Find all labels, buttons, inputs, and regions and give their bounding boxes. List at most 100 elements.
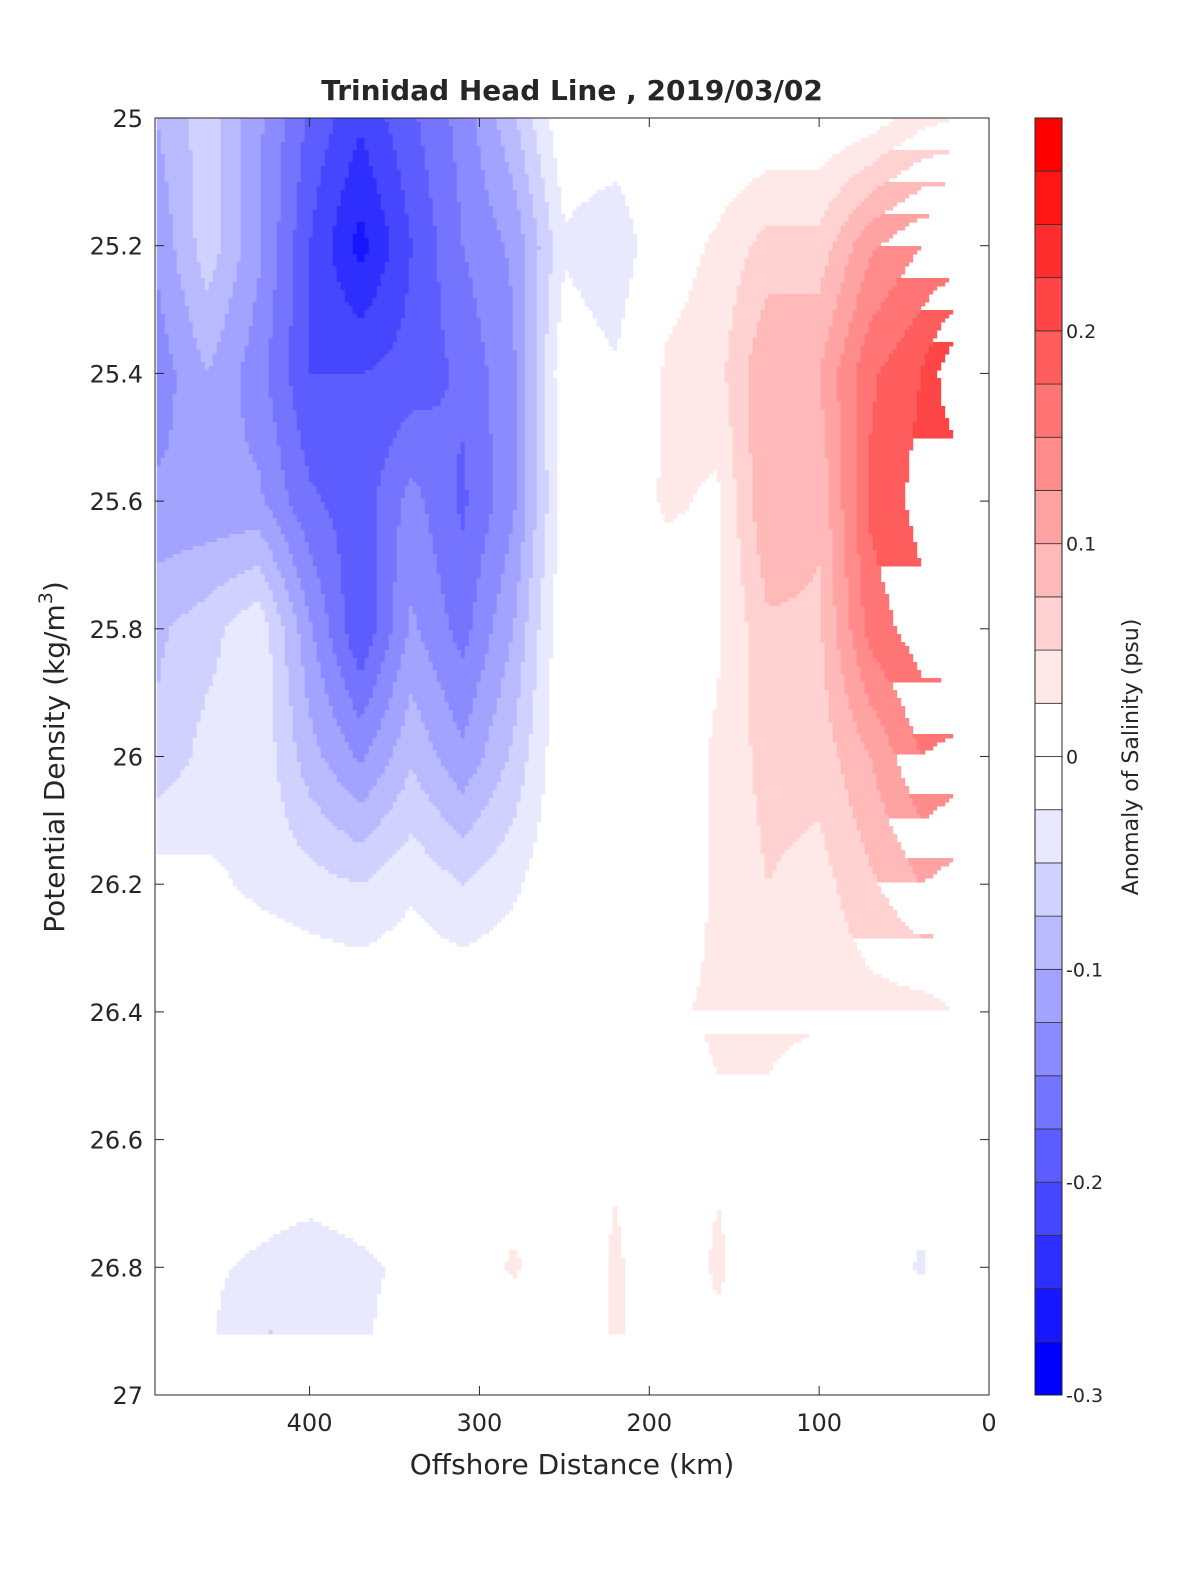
contour-band-cell bbox=[340, 286, 378, 291]
contour-band-cell bbox=[156, 434, 170, 439]
contour-band-cell bbox=[300, 166, 322, 171]
contour-band-cell bbox=[240, 210, 262, 215]
contour-band-cell bbox=[852, 210, 886, 215]
contour-band-cell bbox=[372, 174, 402, 179]
contour-band-cell bbox=[720, 670, 750, 675]
contour-band-cell bbox=[548, 298, 562, 303]
contour-band-cell bbox=[524, 654, 538, 659]
contour-band-cell bbox=[300, 526, 334, 531]
contour-band-cell bbox=[324, 690, 350, 695]
contour-band-cell bbox=[396, 430, 490, 435]
contour-band-cell bbox=[324, 866, 382, 871]
contour-band-cell bbox=[856, 530, 870, 535]
contour-band-cell bbox=[216, 266, 238, 271]
contour-band-cell bbox=[836, 634, 854, 639]
contour-band-cell bbox=[260, 246, 278, 251]
contour-band-cell bbox=[312, 554, 342, 559]
contour-band-cell bbox=[480, 570, 506, 575]
contour-band-cell bbox=[864, 626, 898, 631]
contour-band-cell bbox=[492, 450, 518, 455]
contour-band-cell bbox=[524, 430, 538, 435]
contour-band-cell bbox=[392, 134, 422, 139]
contour-band-cell bbox=[824, 658, 842, 663]
contour-band-cell bbox=[720, 486, 738, 491]
x-tick-label: 100 bbox=[796, 1409, 842, 1437]
y-tick-label: 25.6 bbox=[90, 488, 143, 516]
contour-band-cell bbox=[520, 578, 530, 583]
contour-band-cell bbox=[364, 754, 394, 759]
contour-band-cell bbox=[680, 314, 734, 319]
contour-band-cell bbox=[336, 270, 386, 275]
contour-band-cell bbox=[212, 682, 274, 687]
contour-band-cell bbox=[188, 138, 222, 143]
contour-band-cell bbox=[288, 494, 322, 499]
contour-band-cell bbox=[720, 630, 750, 635]
contour-band-cell bbox=[164, 454, 254, 459]
contour-band-cell bbox=[456, 482, 466, 487]
contour-band-cell bbox=[308, 1218, 314, 1223]
contour-band-cell bbox=[336, 206, 382, 211]
contour-band-cell bbox=[424, 846, 498, 851]
contour-band-cell bbox=[300, 438, 394, 443]
contour-band-cell bbox=[376, 606, 394, 611]
contour-band-cell bbox=[308, 698, 330, 703]
contour-band-cell bbox=[288, 362, 310, 367]
contour-band-cell bbox=[156, 598, 206, 603]
contour-band-cell bbox=[300, 638, 314, 643]
contour-band-cell bbox=[716, 682, 750, 687]
contour-band-cell bbox=[708, 1042, 794, 1047]
contour-band-cell bbox=[492, 718, 518, 723]
contour-band-cell bbox=[492, 438, 518, 443]
contour-band-cell bbox=[452, 778, 470, 783]
contour-band-cell bbox=[916, 418, 950, 423]
contour-band-cell bbox=[660, 402, 730, 407]
contour-band-cell bbox=[376, 558, 398, 563]
contour-band-cell bbox=[660, 466, 734, 471]
contour-band-cell bbox=[156, 166, 166, 171]
contour-band-cell bbox=[388, 230, 410, 235]
contour-band-cell bbox=[416, 774, 450, 779]
contour-band-cell bbox=[692, 286, 738, 291]
contour-band-cell bbox=[916, 414, 946, 419]
contour-band-cell bbox=[216, 658, 274, 663]
contour-band-cell bbox=[524, 506, 538, 511]
contour-band-cell bbox=[300, 634, 314, 639]
contour-band-cell bbox=[552, 270, 566, 275]
y-tick-label: 26 bbox=[112, 744, 143, 772]
contour-band-cell bbox=[708, 834, 762, 839]
contour-band-cell bbox=[840, 466, 858, 471]
contour-band-cell bbox=[540, 246, 554, 251]
contour-band-cell bbox=[544, 550, 558, 555]
contour-band-cell bbox=[304, 590, 322, 595]
contour-band-cell bbox=[760, 230, 842, 235]
contour-band-cell bbox=[532, 558, 546, 563]
contour-band-cell bbox=[856, 726, 886, 731]
contour-band-cell bbox=[700, 258, 746, 263]
contour-band-cell bbox=[880, 126, 926, 131]
contour-band-cell bbox=[400, 790, 426, 795]
contour-band-cell bbox=[512, 514, 526, 519]
contour-band-cell bbox=[752, 502, 830, 507]
contour-band-cell bbox=[336, 874, 374, 879]
contour-band-cell bbox=[336, 274, 382, 279]
contour-band-cell bbox=[524, 626, 542, 631]
contour-band-cell bbox=[760, 826, 810, 831]
contour-band-cell bbox=[716, 678, 750, 683]
contour-band-cell bbox=[388, 226, 410, 231]
contour-band-cell bbox=[524, 366, 538, 371]
contour-band-cell bbox=[656, 486, 698, 491]
contour-band-cell bbox=[320, 746, 350, 751]
contour-band-cell bbox=[708, 894, 842, 899]
contour-band-cell bbox=[516, 402, 526, 407]
contour-band-cell bbox=[308, 354, 386, 359]
contour-band-cell bbox=[720, 654, 750, 659]
contour-band-cell bbox=[172, 422, 246, 427]
contour-band-cell bbox=[156, 818, 290, 823]
contour-band-cell bbox=[388, 762, 442, 767]
contour-band-cell bbox=[696, 274, 742, 279]
contour-band-cell bbox=[824, 838, 862, 843]
contour-band-cell bbox=[344, 734, 378, 739]
contour-band-cell bbox=[276, 778, 306, 783]
contour-band-cell bbox=[736, 490, 754, 495]
contour-band-cell bbox=[392, 590, 442, 595]
